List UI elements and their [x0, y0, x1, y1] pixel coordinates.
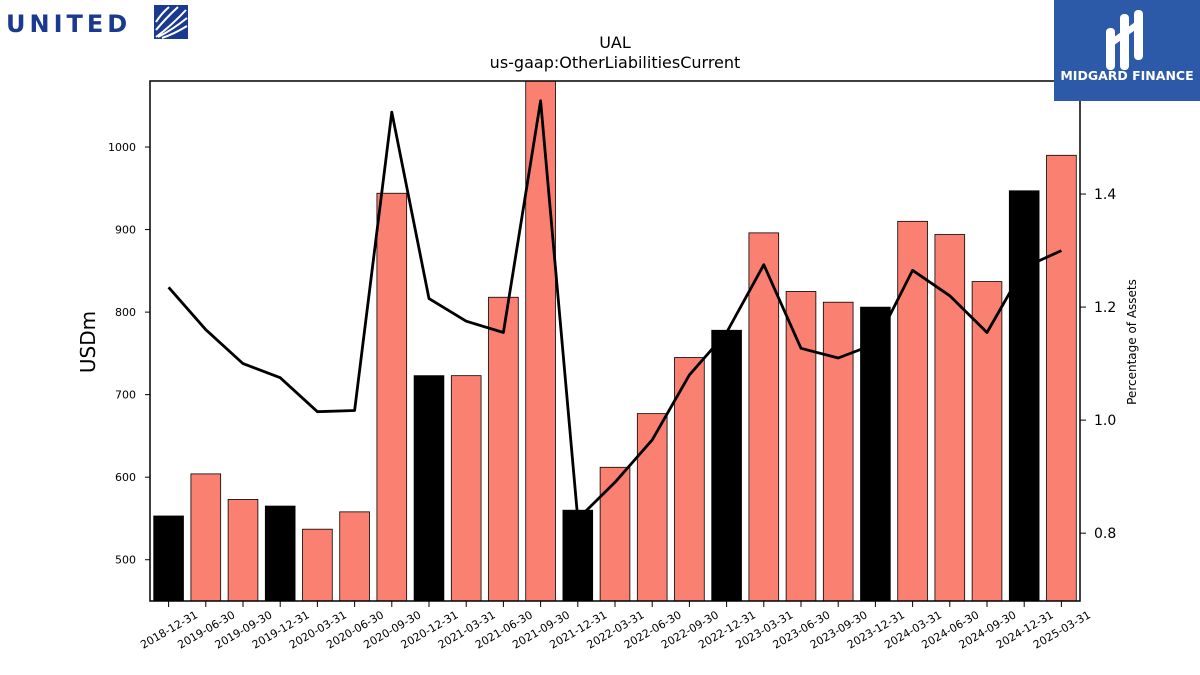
y2-axis-label: Percentage of Assets: [1125, 279, 1139, 405]
y2-tick-label: 1.0: [1094, 413, 1116, 429]
y-tick-label: 700: [115, 389, 136, 402]
bar-2020-12-31: [413, 375, 445, 602]
y-tick-label: 500: [115, 554, 136, 567]
y-tick-label: 1000: [108, 141, 136, 154]
y2-tick-label: 0.8: [1094, 526, 1116, 542]
bar-2021-12-31: [562, 509, 594, 602]
line-series-percentage-of-assets: [167, 99, 1062, 521]
bar-2022-03-31: [599, 466, 631, 602]
chart-title: UAL: [599, 33, 631, 52]
bar-2020-09-30: [376, 192, 408, 602]
united-logo-text: UNITED: [6, 10, 131, 38]
bar-2022-12-31: [711, 329, 742, 602]
y-tick-label: 800: [115, 306, 136, 319]
bar-2020-06-30: [339, 511, 370, 602]
y2-tick-label: 1.4: [1094, 187, 1116, 203]
bar-2021-03-31: [450, 375, 482, 602]
y-tick-label: 600: [115, 471, 136, 484]
bar-2020-03-31: [302, 528, 333, 602]
midgard-finance-logo: MIDGARD FINANCE: [1054, 0, 1200, 101]
line-layer: [167, 99, 1062, 521]
bar-2019-06-30: [190, 473, 222, 602]
bars-layer: [153, 80, 1077, 602]
bar-2023-09-30: [822, 301, 854, 602]
bar-2024-09-30: [971, 281, 1003, 602]
x-axis: 2018-12-312019-06-302019-09-302019-12-31…: [138, 601, 1093, 652]
bar-2022-06-30: [636, 413, 668, 602]
bar-2018-12-31: [153, 515, 184, 602]
united-logo: UNITED: [6, 4, 196, 42]
bar-2021-06-30: [488, 296, 519, 602]
midgard-logo-text: MIDGARD FINANCE: [1060, 68, 1194, 83]
bar-2022-09-30: [674, 357, 705, 602]
y2-tick-label: 1.2: [1094, 300, 1116, 316]
bar-2019-12-31: [264, 505, 296, 602]
bar-2024-12-31: [1008, 190, 1040, 602]
bar-2025-03-31: [1046, 154, 1077, 602]
bar-2023-12-31: [860, 306, 891, 602]
bar-2019-09-30: [227, 499, 259, 602]
y-axis-label: USDm: [76, 311, 100, 373]
chart-subtitle: us-gaap:OtherLiabilitiesCurrent: [490, 53, 741, 72]
midgard-emblem-icon: [1106, 10, 1143, 70]
bar-2023-06-30: [785, 291, 817, 602]
globe-icon: [154, 5, 188, 39]
bar-2023-03-31: [748, 232, 780, 602]
y-axis-right: 0.8 1.0 1.2 1.4: [1080, 187, 1116, 542]
y-tick-label: 900: [115, 224, 136, 237]
y-axis-left: 500 600 700 800 900 1000: [108, 141, 150, 567]
